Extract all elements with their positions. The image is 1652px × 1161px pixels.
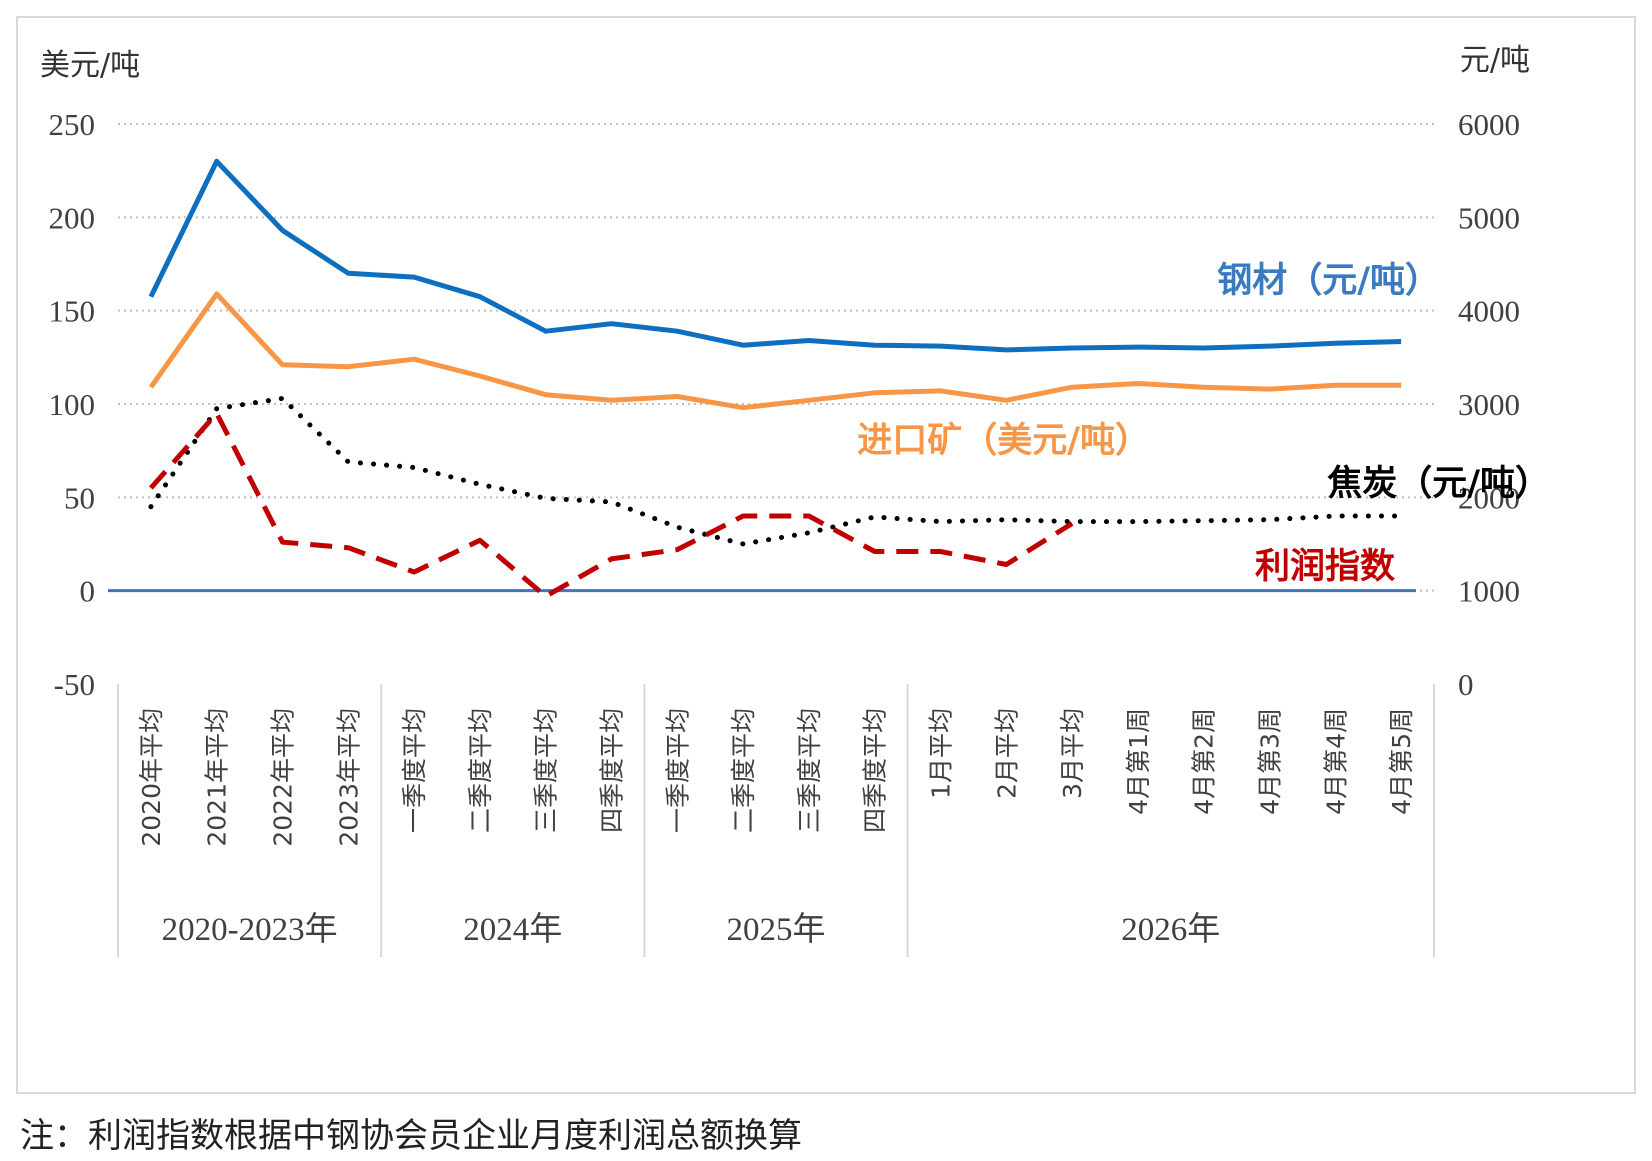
left-tick-label: 200: [49, 200, 96, 235]
group-label: 2026年: [1121, 911, 1220, 948]
right-tick-label: 4000: [1458, 294, 1520, 329]
right-tick-label: 3000: [1458, 387, 1520, 422]
category-label: 1月平均: [927, 708, 956, 799]
category-label: 4月第1周: [1124, 708, 1153, 815]
left-tick-label: 150: [49, 294, 96, 329]
category-label: 4月第3周: [1256, 708, 1285, 815]
category-label: 4月第4周: [1321, 708, 1350, 815]
labels: 美元/吨 元/吨 钢材（元/吨） 进口矿（美元/吨） 焦炭（元/吨） 利润指数: [40, 43, 1550, 587]
category-label: 3月平均: [1058, 708, 1087, 799]
chart-frame: [16, 16, 1636, 1094]
category-label: 四季度平均: [598, 708, 627, 833]
group-label: 2024年: [463, 911, 562, 948]
series-line-2: [148, 395, 1404, 547]
series-line-0: [148, 158, 1402, 353]
category-label: 三季度平均: [532, 708, 561, 833]
category-label: 一季度平均: [663, 708, 692, 833]
coke-series-label: 焦炭（元/吨）: [1327, 464, 1550, 504]
right-tick-label: 2000: [1458, 480, 1520, 515]
series-lines: [148, 158, 1404, 599]
right-tick-label: 0: [1458, 667, 1474, 702]
category-label: 2021年平均: [203, 708, 232, 847]
right-tick-label: 1000: [1458, 574, 1520, 609]
category-label: 2023年平均: [334, 708, 363, 847]
category-label: 四季度平均: [861, 708, 890, 833]
category-label: 4月第5周: [1387, 708, 1416, 815]
category-label: 2月平均: [992, 708, 1021, 799]
profit-series-label: 利润指数: [1255, 547, 1395, 587]
left-tick-label: 50: [64, 480, 95, 515]
group-label: 2020-2023年: [162, 911, 338, 948]
category-label: 2020年平均: [137, 708, 166, 847]
category-label: 2022年平均: [269, 708, 298, 847]
left-axis-unit: 美元/吨: [40, 48, 140, 83]
left-tick-label: 0: [80, 574, 96, 609]
right-tick-label: 6000: [1458, 107, 1520, 142]
steel-series-label: 钢材（元/吨）: [1217, 261, 1440, 301]
category-label: 二季度平均: [466, 708, 495, 833]
right-tick-label: 5000: [1458, 200, 1520, 235]
series-line-1: [148, 291, 1402, 411]
category-label: 一季度平均: [400, 708, 429, 833]
ore-series-label: 进口矿（美元/吨）: [857, 421, 1150, 461]
category-label: 三季度平均: [795, 708, 824, 833]
left-tick-label: -50: [54, 667, 95, 702]
footnote: 注：利润指数根据中钢协会员企业月度利润总额换算: [20, 1116, 802, 1156]
group-label: 2025年: [727, 911, 826, 948]
axes: 250 200 150 100 50 0 -50 6000 5000 4000 3000 2000 10…: [49, 107, 1520, 957]
right-axis-unit: 元/吨: [1460, 43, 1530, 78]
left-tick-label: 250: [49, 107, 96, 142]
left-tick-label: 100: [49, 387, 96, 422]
category-label: 二季度平均: [729, 708, 758, 833]
series-line-3: [149, 410, 1074, 599]
category-label: 4月第2周: [1190, 708, 1219, 815]
